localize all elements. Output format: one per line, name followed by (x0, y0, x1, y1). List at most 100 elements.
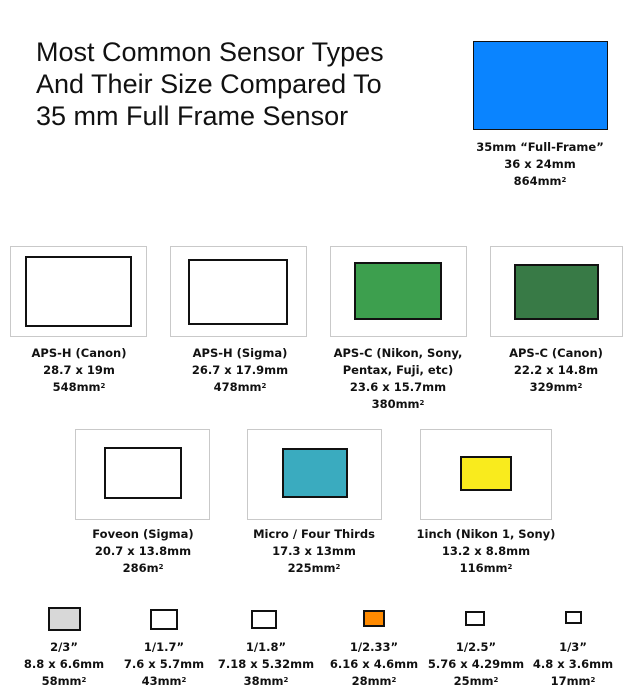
full-frame-area-line: 864mm2 (460, 173, 620, 190)
sensor-1-3 (565, 611, 582, 624)
one-inch-sensor (460, 456, 512, 491)
aps-h-canon-area: 548mm (52, 380, 101, 394)
dims-1-2-33: 6.16 x 4.6mm (329, 657, 419, 671)
foveon-label: Foveon (Sigma) 20.7 x 13.8mm 286m2 (63, 526, 223, 577)
aps-c-canon-label: APS-C (Canon) 22.2 x 14.8m 329mm2 (476, 345, 635, 396)
aps-c-canon-dims: 22.2 x 14.8m (513, 363, 599, 377)
aps-h-canon-label: APS-H (Canon) 28.7 x 19m 548mm2 (0, 345, 159, 396)
label-1-3: 1/3” 4.8 x 3.6mm 17mm2 (514, 639, 632, 690)
dims-1-2-5: 5.76 x 4.29mm (427, 657, 525, 671)
title-line-2: And Their Size Compared To (36, 69, 382, 99)
one-inch-area-sup: 2 (507, 563, 513, 571)
full-frame-area: 864mm (513, 174, 562, 188)
aps-c-nikon-area-line: 380mm2 (318, 396, 478, 413)
name-1-1-7: 1/1.7” (143, 640, 185, 654)
name-1-1-8: 1/1.8” (245, 640, 287, 654)
sensor-1-1-7 (150, 609, 178, 630)
area-1-1-8: 38mm (243, 674, 284, 688)
area-sup-1-3: 2 (590, 676, 596, 684)
aps-c-canon-sensor (514, 264, 599, 320)
label-1-2-33: 1/2.33” 6.16 x 4.6mm 28mm2 (314, 639, 434, 690)
sensor-1-2-33 (363, 610, 385, 627)
label-1-1-8: 1/1.8” 7.18 x 5.32mm 38mm2 (206, 639, 326, 690)
full-frame-area-sup: 2 (561, 176, 567, 184)
foveon-area: 286m (122, 561, 159, 575)
aps-h-sigma-area-sup: 2 (261, 382, 267, 390)
area-sup-2-3: 2 (81, 676, 87, 684)
micro-four-thirds-area: 225mm (287, 561, 336, 575)
micro-four-thirds-dims: 17.3 x 13mm (272, 544, 356, 558)
aps-h-sigma-name: APS-H (Sigma) (192, 346, 288, 360)
area-line-1-2-33: 28mm2 (314, 673, 434, 690)
label-1-1-7: 1/1.7” 7.6 x 5.7mm 43mm2 (104, 639, 224, 690)
aps-h-sigma-label: APS-H (Sigma) 26.7 x 17.9mm 478mm2 (160, 345, 320, 396)
foveon-sensor (104, 447, 182, 499)
area-1-2-33: 28mm (351, 674, 392, 688)
aps-h-sigma-area: 478mm (213, 380, 262, 394)
aps-c-canon-area-sup: 2 (577, 382, 583, 390)
aps-h-sigma-area-line: 478mm2 (160, 379, 320, 396)
aps-c-nikon-label: APS-C (Nikon, Sony, Pentax, Fuji, etc) 2… (318, 345, 478, 413)
full-frame-dims: 36 x 24mm (504, 157, 576, 171)
area-sup-1-2-33: 2 (391, 676, 397, 684)
area-1-1-7: 43mm (141, 674, 182, 688)
full-frame-label: 35mm “Full-Frame” 36 x 24mm 864mm2 (460, 139, 620, 190)
dims-2-3: 8.8 x 6.6mm (23, 657, 105, 671)
one-inch-dims: 13.2 x 8.8mm (441, 544, 531, 558)
sensor-1-2-5 (465, 611, 485, 626)
aps-c-canon-name: APS-C (Canon) (509, 346, 603, 360)
foveon-dims: 20.7 x 13.8mm (94, 544, 192, 558)
diagram-title: Most Common Sensor Types And Their Size … (36, 36, 456, 132)
area-line-1-3: 17mm2 (514, 673, 632, 690)
one-inch-name: 1inch (Nikon 1, Sony) (416, 527, 556, 541)
dims-1-1-8: 7.18 x 5.32mm (217, 657, 315, 671)
area-2-3: 58mm (41, 674, 82, 688)
aps-h-canon-dims: 28.7 x 19m (43, 363, 115, 377)
area-line-2-3: 58mm2 (4, 673, 124, 690)
area-line-1-1-7: 43mm2 (104, 673, 224, 690)
aps-h-canon-area-line: 548mm2 (0, 379, 159, 396)
one-inch-area-line: 116mm2 (401, 560, 571, 577)
sensor-2-3 (48, 607, 81, 631)
name-1-3: 1/3” (559, 640, 587, 654)
label-2-3: 2/3” 8.8 x 6.6mm 58mm2 (4, 639, 124, 690)
title-line-1: Most Common Sensor Types (36, 37, 384, 67)
full-frame-name: 35mm “Full-Frame” (476, 140, 604, 154)
area-sup-1-1-8: 2 (283, 676, 289, 684)
one-inch-label: 1inch (Nikon 1, Sony) 13.2 x 8.8mm 116mm… (401, 526, 571, 577)
micro-four-thirds-label: Micro / Four Thirds 17.3 x 13mm 225mm2 (234, 526, 394, 577)
foveon-name: Foveon (Sigma) (92, 527, 194, 541)
aps-c-nikon-dims: 23.6 x 15.7mm (349, 380, 447, 394)
aps-h-sigma-dims: 26.7 x 17.9mm (191, 363, 289, 377)
sensor-1-1-8 (251, 610, 277, 629)
label-1-2-5: 1/2.5” 5.76 x 4.29mm 25mm2 (416, 639, 536, 690)
aps-h-canon-area-sup: 2 (100, 382, 106, 390)
area-sup-1-2-5: 2 (493, 676, 499, 684)
aps-c-canon-area: 329mm (529, 380, 578, 394)
aps-c-nikon-name-1: APS-C (Nikon, Sony, (333, 346, 463, 360)
area-line-1-2-5: 25mm2 (416, 673, 536, 690)
foveon-area-line: 286m2 (63, 560, 223, 577)
aps-c-nikon-sensor (354, 262, 442, 320)
title-line-3: 35 mm Full Frame Sensor (36, 101, 349, 131)
area-sup-1-1-7: 2 (181, 676, 187, 684)
aps-c-canon-area-line: 329mm2 (476, 379, 635, 396)
one-inch-area: 116mm (459, 561, 508, 575)
name-1-2-5: 1/2.5” (455, 640, 497, 654)
aps-c-nikon-area-sup: 2 (419, 399, 425, 407)
name-1-2-33: 1/2.33” (349, 640, 399, 654)
aps-c-nikon-name-2: Pentax, Fuji, etc) (342, 363, 454, 377)
dims-1-3: 4.8 x 3.6mm (532, 657, 614, 671)
aps-c-nikon-area: 380mm (371, 397, 420, 411)
micro-four-thirds-sensor (282, 448, 348, 498)
foveon-area-sup: 2 (158, 563, 164, 571)
micro-four-thirds-area-line: 225mm2 (234, 560, 394, 577)
dims-1-1-7: 7.6 x 5.7mm (123, 657, 205, 671)
area-1-3: 17mm (550, 674, 591, 688)
area-1-2-5: 25mm (453, 674, 494, 688)
aps-h-canon-name: APS-H (Canon) (31, 346, 127, 360)
micro-four-thirds-name: Micro / Four Thirds (253, 527, 375, 541)
aps-h-sigma-sensor (188, 259, 288, 325)
area-line-1-1-8: 38mm2 (206, 673, 326, 690)
full-frame-sensor (473, 41, 608, 130)
